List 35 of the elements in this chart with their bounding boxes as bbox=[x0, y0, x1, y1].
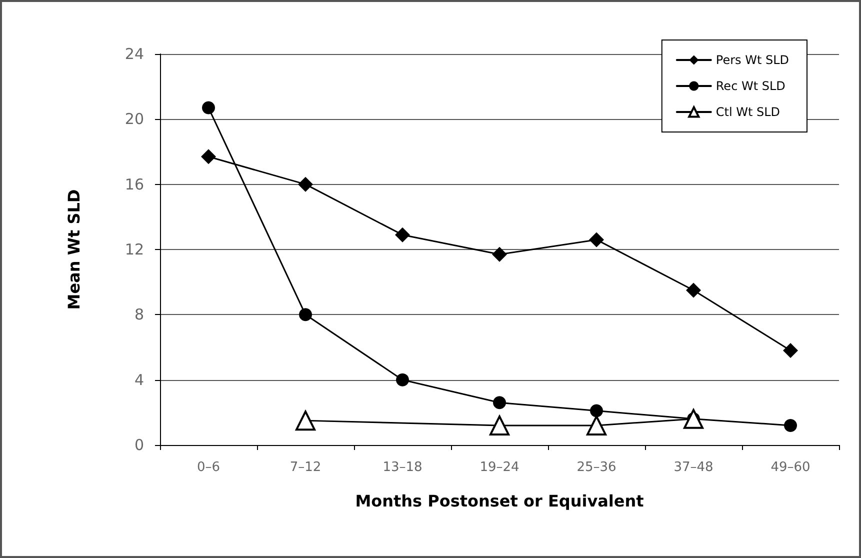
point bbox=[590, 404, 603, 418]
y-tick-label: 12 bbox=[124, 240, 144, 258]
y-tick-label: 24 bbox=[124, 45, 144, 63]
y-tick-label: 4 bbox=[134, 370, 144, 389]
point bbox=[492, 246, 507, 262]
point bbox=[396, 373, 409, 386]
point bbox=[201, 149, 216, 164]
point bbox=[493, 396, 506, 410]
x-tick-label: 7–12 bbox=[290, 460, 322, 475]
point bbox=[586, 415, 606, 436]
point bbox=[783, 343, 798, 358]
x-tick-label: 49–60 bbox=[770, 460, 810, 475]
y-tick-label: 16 bbox=[124, 175, 144, 194]
y-tick-label: 8 bbox=[134, 306, 144, 324]
x-tick-label: 37–48 bbox=[674, 460, 714, 475]
x-tick-label: 13–18 bbox=[382, 460, 422, 475]
x-axis-title: Months Postonset or Equivalent bbox=[355, 492, 644, 510]
x-tick-label: 25–36 bbox=[576, 460, 616, 475]
point bbox=[202, 101, 215, 114]
legend-label: Rec Wt SLD bbox=[716, 79, 786, 93]
point bbox=[299, 308, 312, 322]
y-tick-label: 0 bbox=[134, 436, 144, 454]
x-tick-label: 0–6 bbox=[196, 460, 220, 475]
point bbox=[490, 415, 510, 436]
y-tick-label: 20 bbox=[124, 110, 144, 128]
point bbox=[589, 232, 604, 248]
x-tick-label: 19–24 bbox=[480, 460, 520, 475]
point bbox=[784, 418, 797, 432]
point bbox=[296, 410, 316, 431]
point bbox=[298, 176, 313, 192]
legend-label: Pers Wt SLD bbox=[716, 53, 790, 67]
y-axis-title: Mean Wt SLD bbox=[64, 189, 84, 310]
point bbox=[395, 227, 410, 242]
point bbox=[686, 282, 701, 298]
legend-label: Ctl Wt SLD bbox=[716, 105, 780, 119]
